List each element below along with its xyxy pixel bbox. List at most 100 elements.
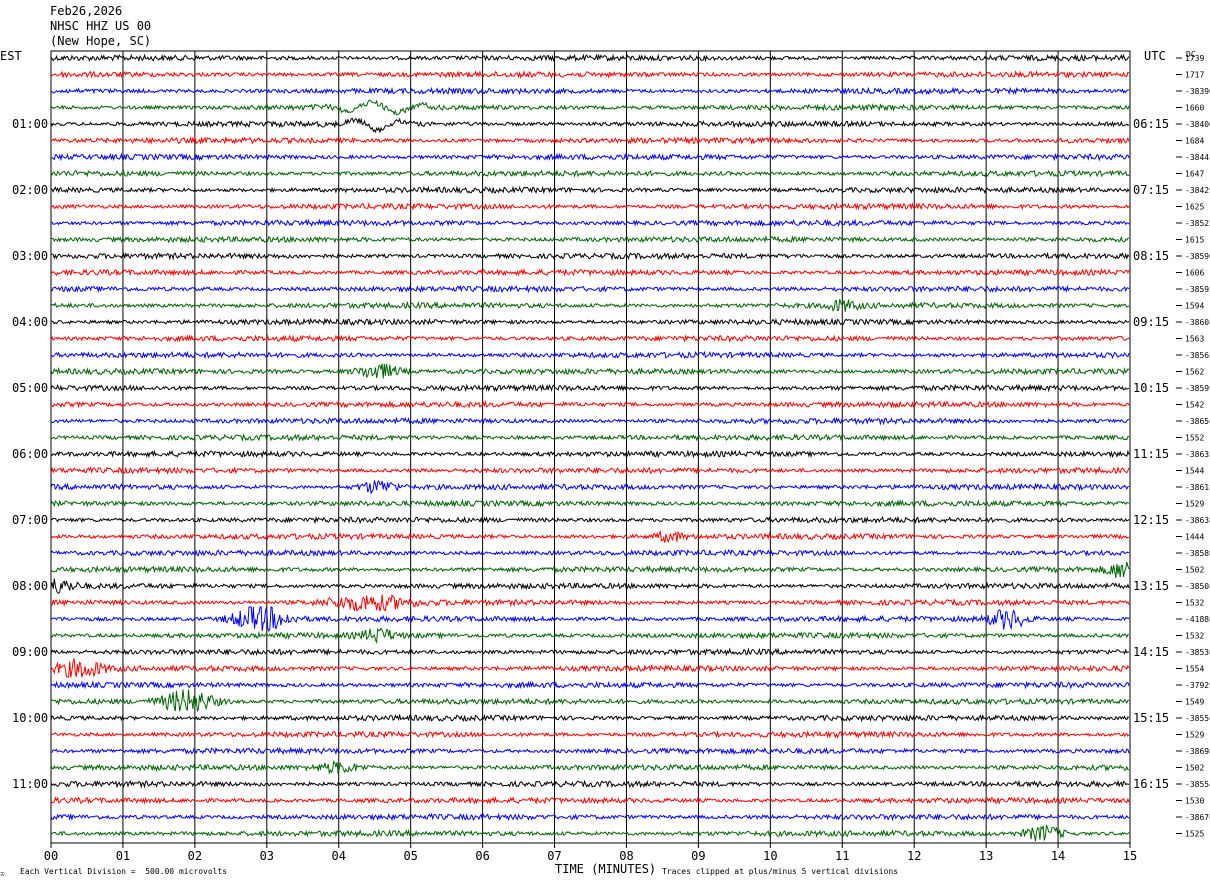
footer-clip-note: Traces clipped at plus/minus 5 vertical … xyxy=(662,867,899,876)
dc-value-label: -38536 xyxy=(1185,648,1210,657)
seismic-trace xyxy=(50,383,1130,393)
dc-value-label: 1647 xyxy=(1185,170,1204,179)
seismic-trace xyxy=(50,647,1130,657)
right-hour-label: 12:15 xyxy=(1133,513,1169,527)
dc-value-label: 1532 xyxy=(1185,632,1204,641)
dc-value-label: -38698 xyxy=(1185,747,1210,756)
label-group: 00 01 02 03 04 05 06 07 08 09 10 11 12 13 14 15 1739 1717… xyxy=(12,54,1210,863)
seismic-trace xyxy=(50,465,1130,476)
seismic-trace xyxy=(50,530,1130,544)
seismic-trace xyxy=(50,480,1130,495)
dc-value-label: -38442 xyxy=(1185,153,1210,162)
dc-value-label: -38656 xyxy=(1185,417,1210,426)
x-tick-label: 01 xyxy=(116,849,130,863)
left-hour-label: 10:00 xyxy=(12,711,48,725)
seismic-trace xyxy=(50,433,1129,443)
x-tick-label: 05 xyxy=(403,849,417,863)
seismic-trace xyxy=(50,152,1130,162)
dc-value-label: -41886 xyxy=(1185,615,1210,624)
seismic-trace xyxy=(50,416,1130,426)
dc-value-label: 1444 xyxy=(1185,533,1204,542)
dc-value-label: -38595 xyxy=(1185,285,1210,294)
dc-value-label: 1544 xyxy=(1185,467,1204,476)
dc-value-label: 1684 xyxy=(1185,137,1204,146)
seismic-trace xyxy=(50,658,1130,678)
dc-column-label: DC xyxy=(1186,50,1196,59)
right-hour-label: 13:15 xyxy=(1133,579,1169,593)
seismic-trace xyxy=(50,713,1130,723)
right-hour-label: 08:15 xyxy=(1133,249,1169,263)
right-hour-label: 15:15 xyxy=(1133,711,1169,725)
x-tick-label: 06 xyxy=(475,849,489,863)
seismic-trace xyxy=(50,561,1130,579)
trace-group xyxy=(50,53,1130,842)
dc-value-label: -38676 xyxy=(1185,813,1210,822)
seismic-trace xyxy=(50,594,1130,612)
seismic-trace xyxy=(50,760,1130,775)
dc-value-label: 1542 xyxy=(1185,401,1204,410)
left-hour-label: 09:00 xyxy=(12,645,48,659)
dc-value-label: 1562 xyxy=(1185,368,1204,377)
footer-scale-note: Each Vertical Division = 500.00 microvol… xyxy=(20,867,228,876)
x-tick-label: 07 xyxy=(547,849,561,863)
x-tick-label: 12 xyxy=(907,849,921,863)
seismic-trace xyxy=(50,201,1130,211)
dc-value-label: -38565 xyxy=(1185,351,1210,360)
dc-value-label: 1529 xyxy=(1185,500,1204,509)
dc-value-label: 1552 xyxy=(1185,434,1204,443)
seismic-trace xyxy=(50,515,1130,525)
x-tick-label: 13 xyxy=(979,849,993,863)
dc-value-label: 1502 xyxy=(1185,566,1204,575)
plot-frame xyxy=(50,50,1131,844)
dc-value-label: -38635 xyxy=(1185,450,1210,459)
x-tick-label: 09 xyxy=(691,849,705,863)
seismic-trace xyxy=(50,779,1130,789)
seismic-trace xyxy=(50,135,1130,145)
seismic-trace xyxy=(50,729,1130,739)
seismic-trace xyxy=(50,824,1130,842)
seismic-trace xyxy=(50,267,1130,278)
seismic-trace xyxy=(50,117,1130,134)
seismic-trace xyxy=(50,299,1130,312)
left-hour-label: 04:00 xyxy=(12,315,48,329)
x-tick-label: 08 xyxy=(619,849,633,863)
dc-value-label: -38599 xyxy=(1185,384,1210,393)
dc-value-label: -38589 xyxy=(1185,549,1210,558)
dc-value-label: -38638 xyxy=(1185,516,1210,525)
seismic-trace xyxy=(50,812,1130,822)
dc-value-label: 1594 xyxy=(1185,302,1204,311)
header-station: NHSC HHZ US 00 xyxy=(50,19,152,33)
right-hour-label: 09:15 xyxy=(1133,315,1169,329)
seismic-trace xyxy=(50,284,1130,294)
left-hour-label: 01:00 xyxy=(12,117,48,131)
left-hour-label: 07:00 xyxy=(12,513,48,527)
right-hour-label: 11:15 xyxy=(1133,447,1169,461)
right-timezone-label: UTC xyxy=(1144,49,1166,63)
left-hour-label: 08:00 xyxy=(12,579,48,593)
dc-value-label: 1625 xyxy=(1185,203,1204,212)
dc-value-label: 1660 xyxy=(1185,104,1204,113)
dc-value-label: -38522 xyxy=(1185,219,1210,228)
x-tick-label: 11 xyxy=(835,849,849,863)
seismic-trace xyxy=(50,363,1130,379)
dc-value-label: 1529 xyxy=(1185,731,1204,740)
right-hour-label: 14:15 xyxy=(1133,645,1169,659)
dc-value-label: -38556 xyxy=(1185,714,1210,723)
seismic-trace xyxy=(50,680,1130,690)
seismic-trace xyxy=(50,169,1130,178)
left-hour-label: 06:00 xyxy=(12,447,48,461)
x-tick-label: 10 xyxy=(763,849,777,863)
dc-value-label: 1549 xyxy=(1185,698,1204,707)
header-location: (New Hope, SC) xyxy=(50,34,152,48)
x-tick-label: 14 xyxy=(1051,849,1065,863)
dc-value-label: 1606 xyxy=(1185,269,1204,278)
seismic-trace xyxy=(50,334,1130,343)
seismic-trace xyxy=(50,86,1130,96)
dc-value-label: 1717 xyxy=(1185,71,1204,80)
seismic-trace xyxy=(50,689,1130,713)
seismic-trace xyxy=(50,606,1130,633)
dc-value-label: -38429 xyxy=(1185,186,1210,195)
seismic-trace xyxy=(50,53,1130,63)
seismic-trace xyxy=(50,251,1130,261)
seismic-trace xyxy=(50,218,1130,228)
